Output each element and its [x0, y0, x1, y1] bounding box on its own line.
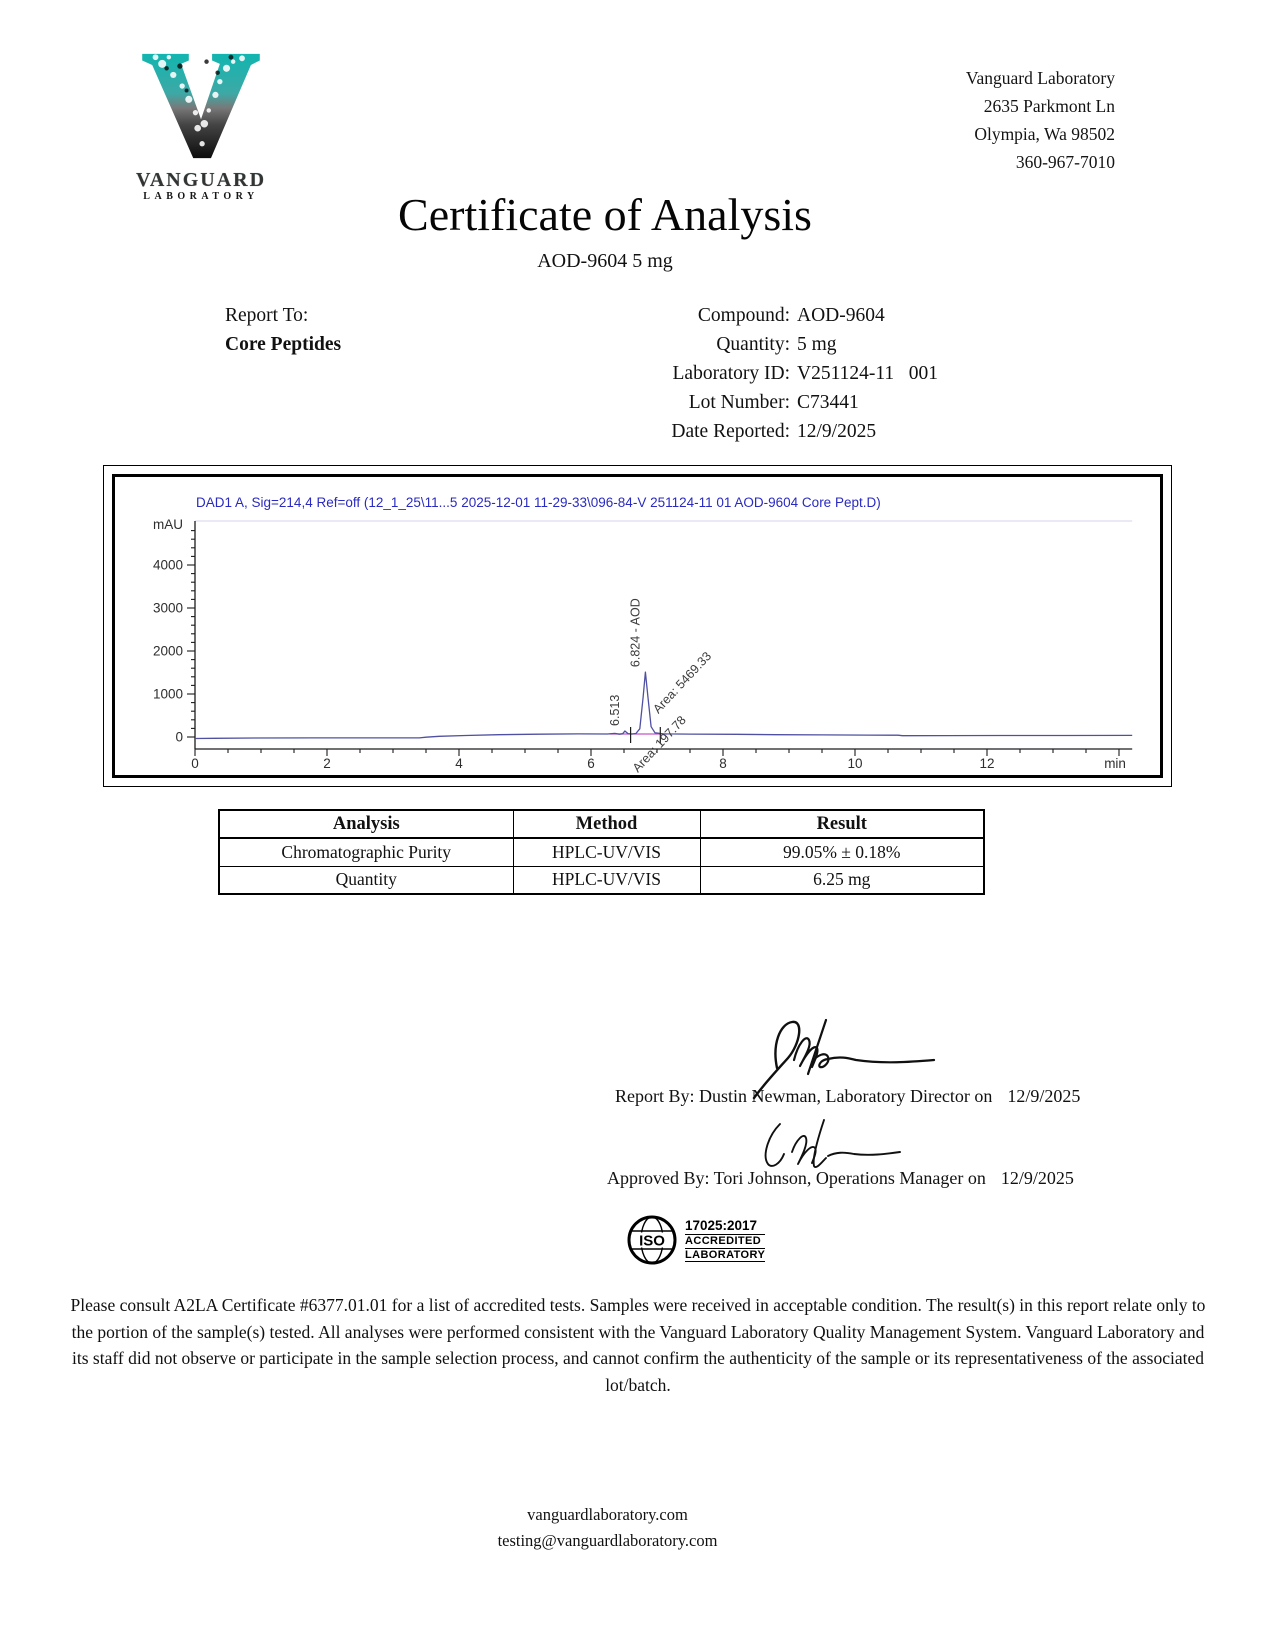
- footer-email: testing@vanguardlaboratory.com: [497, 1531, 718, 1550]
- x-tick-label: 10: [847, 756, 862, 771]
- approved-by-text: Approved By: Tori Johnson, Operations Ma…: [607, 1168, 986, 1188]
- results-header-cell: Method: [512, 809, 701, 839]
- approved-by-line: Approved By: Tori Johnson, Operations Ma…: [607, 1168, 1074, 1189]
- lab-name: Vanguard Laboratory: [965, 68, 1115, 88]
- approved-by-date: 12/9/2025: [1000, 1168, 1074, 1188]
- results-header-row: Analysis Method Result: [218, 809, 985, 839]
- info-field-row: Laboratory ID: V251124-11 001: [500, 359, 939, 388]
- info-field-label: Quantity:: [716, 334, 790, 355]
- logo-v-icon: [142, 53, 260, 159]
- lab-address-block: Vanguard Laboratory 2635 Parkmont Ln Oly…: [966, 64, 1115, 176]
- info-field-label: Lot Number:: [688, 392, 790, 413]
- x-tick-label: 2: [323, 756, 331, 771]
- page-title: Certificate of Analysis: [398, 189, 812, 240]
- iso-globe-icon: ISO: [627, 1215, 677, 1265]
- x-tick-label: 4: [455, 756, 463, 771]
- signature-director-icon: [752, 1018, 936, 1100]
- company-logo: VANGUARD LABORATORY: [116, 50, 286, 202]
- peak-rt-label: 6.513: [608, 695, 622, 726]
- results-cell: 99.05% ± 0.18%: [699, 837, 985, 867]
- iso-text: ISO: [639, 1233, 665, 1250]
- chart-title: DAD1 A, Sig=214,4 Ref=off (12_1_25\11...…: [196, 495, 881, 510]
- results-cell: HPLC-UV/VIS: [512, 865, 701, 895]
- info-field-value: 5 mg: [797, 334, 837, 355]
- iso-accredited: ACCREDITED: [685, 1235, 766, 1249]
- results-table: Analysis Method Result Chromatographic Pur…: [218, 809, 985, 895]
- chromatogram-plot: DAD1 A, Sig=214,4 Ref=off (12_1_25\11...…: [153, 495, 1133, 775]
- info-field-value: 12/9/2025: [797, 421, 877, 442]
- info-field-row: Lot Number: C73441: [500, 388, 938, 417]
- signature-manager-icon: [764, 1119, 901, 1168]
- y-tick-label: 4000: [153, 558, 183, 573]
- lab-city: Olympia, Wa 98502: [974, 124, 1115, 144]
- x-tick-label: 8: [719, 756, 727, 771]
- report-to-value: Core Peptides: [225, 334, 342, 355]
- info-field-label: Compound:: [697, 305, 790, 326]
- info-field-row: Quantity: 5 mg: [500, 330, 938, 359]
- iso-accreditation-badge: ISO 17025:2017 ACCREDITED LABORATORY: [626, 1214, 766, 1266]
- results-cell: Quantity: [218, 865, 514, 895]
- results-table-wrap: Analysis Method Result Chromatographic Pur…: [218, 809, 985, 895]
- info-field-value: C73441: [797, 392, 859, 413]
- results-cell: HPLC-UV/VIS: [512, 837, 701, 867]
- chromatogram-frame: DAD1 A, Sig=214,4 Ref=off (12_1_25\11...…: [103, 465, 1172, 787]
- results-row: Chromatographic Purity HPLC-UV/VIS 99.05% …: [218, 837, 985, 867]
- results-cell: 6.25 mg: [699, 865, 985, 895]
- results-header-cell: Analysis: [218, 809, 514, 839]
- x-tick-label: 0: [191, 756, 199, 771]
- x-axis-unit: min: [1104, 756, 1126, 771]
- info-field-value: V251124-11 001: [797, 363, 939, 384]
- lab-street: 2635 Parkmont Ln: [983, 96, 1115, 116]
- results-header-cell: Result: [699, 809, 985, 839]
- footer-website: vanguardlaboratory.com: [527, 1505, 688, 1524]
- info-field-value: AOD-9604: [797, 305, 885, 326]
- report-by-text: Report By: Dustin Newman, Laboratory Dir…: [615, 1086, 993, 1106]
- report-by-line: Report By: Dustin Newman, Laboratory Dir…: [615, 1086, 1080, 1107]
- peak-rt-label: 6.824 - AOD: [628, 598, 642, 667]
- y-tick-label: 0: [175, 730, 183, 745]
- info-field-row: Date Reported: 12/9/2025: [500, 417, 938, 446]
- peak-area-label: Area: 197.78: [630, 713, 689, 773]
- compound-fields: Compound: AOD-9604 Quantity: 5 mg Laboratory…: [500, 301, 938, 446]
- signal-trace: [194, 671, 1133, 740]
- disclaimer-text: Please consult A2LA Certificate #6377.01…: [70, 1295, 1206, 1395]
- lab-phone: 360-967-7010: [1015, 152, 1115, 172]
- logo-wordmark: VANGUARD: [116, 169, 286, 192]
- report-by-date: 12/9/2025: [1007, 1086, 1081, 1106]
- chromatogram-inner-frame: DAD1 A, Sig=214,4 Ref=off (12_1_25\11...…: [112, 474, 1163, 778]
- iso-standard: 17025:2017: [685, 1218, 766, 1235]
- x-tick-label: 6: [587, 756, 595, 771]
- page-subtitle: AOD-9604 5 mg: [537, 250, 673, 272]
- y-tick-label: 2000: [153, 644, 183, 659]
- results-row: Quantity HPLC-UV/VIS 6.25 mg: [218, 865, 985, 895]
- peak-area-label: Area: 5469.33: [650, 649, 714, 716]
- x-tick-label: 12: [979, 756, 994, 771]
- results-cell: Chromatographic Purity: [218, 837, 514, 867]
- info-field-label: Laboratory ID:: [672, 363, 791, 384]
- y-tick-label: 3000: [153, 601, 183, 616]
- y-tick-label: 1000: [153, 687, 183, 702]
- iso-laboratory: LABORATORY: [685, 1248, 766, 1262]
- logo-subtext: LABORATORY: [143, 191, 259, 202]
- y-axis-unit: mAU: [153, 517, 183, 532]
- info-field-row: Compound: AOD-9604: [500, 301, 938, 330]
- info-field-label: Date Reported:: [671, 421, 790, 442]
- report-to-block: Report To: Core Peptides: [225, 301, 341, 359]
- report-to-label: Report To:: [225, 305, 309, 326]
